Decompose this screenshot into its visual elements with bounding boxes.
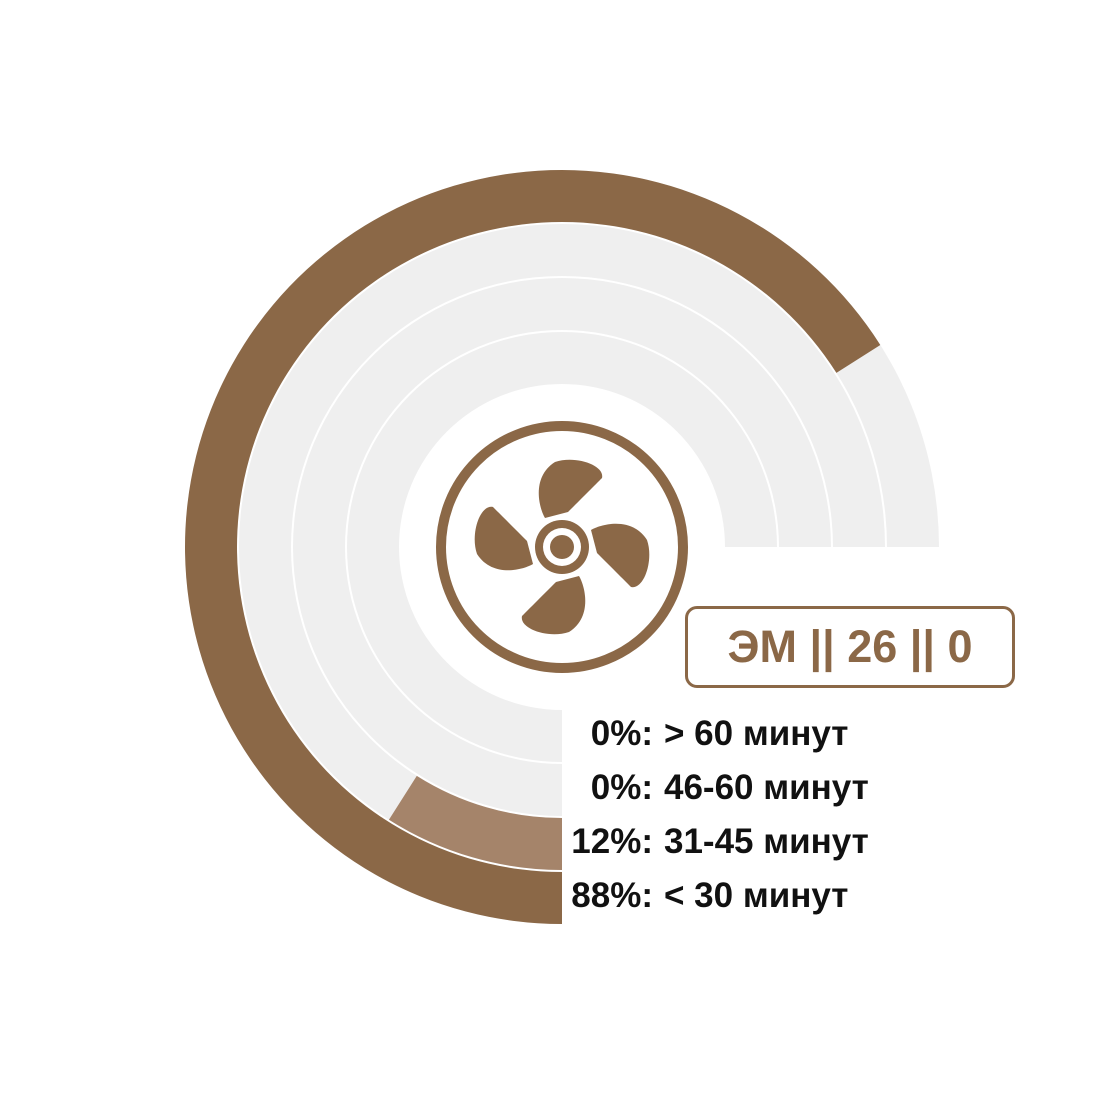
ring-label-range: < 30 минут bbox=[664, 876, 849, 915]
fan-icon bbox=[436, 421, 688, 673]
ring-label-pct: 0%: bbox=[590, 714, 653, 753]
ring-label-range: 46-60 минут bbox=[664, 768, 869, 807]
ring-label-pct: 0%: bbox=[590, 768, 653, 807]
ring-bars bbox=[185, 170, 881, 925]
ring-label-range: > 60 минут bbox=[664, 714, 849, 753]
ring-label-range: 31-45 минут bbox=[664, 822, 869, 861]
badge: ЭМ || 26 || 0 bbox=[685, 606, 1015, 688]
ring-label-pct: 88%: bbox=[571, 876, 653, 915]
badge-text: ЭМ || 26 || 0 bbox=[727, 621, 973, 672]
ring-bar-2 bbox=[388, 775, 562, 870]
ring-label-pct: 12%: bbox=[571, 822, 653, 861]
